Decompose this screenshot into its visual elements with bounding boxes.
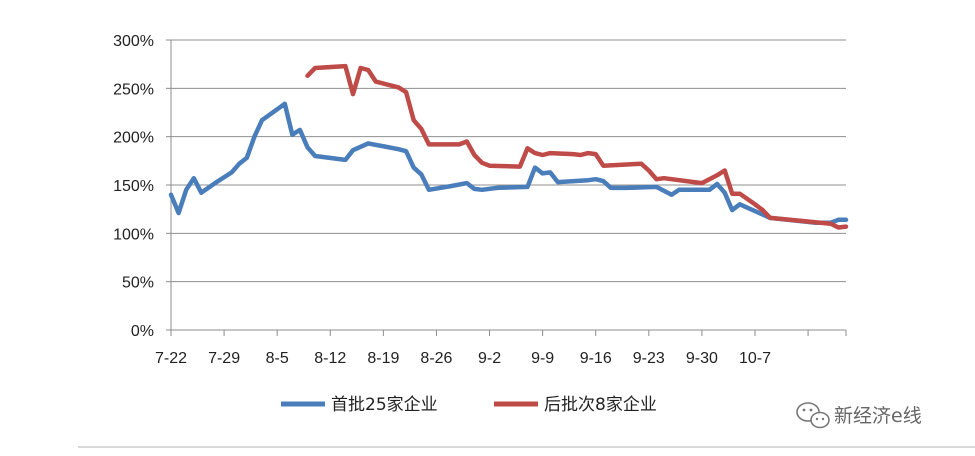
y-tick-label: 300%: [113, 33, 154, 50]
y-tick-label: 250%: [113, 81, 154, 98]
x-tick-label: 9-30: [686, 350, 718, 367]
legend-label-series-2: 后批次8家企业: [544, 395, 657, 415]
y-axis: 0% 50% 100% 150% 200% 250% 300%: [113, 33, 172, 340]
x-tick-label: 8-12: [314, 350, 346, 367]
x-tick-label: 7-22: [155, 350, 187, 367]
x-tick-label: 8-26: [420, 350, 452, 367]
grid-lines: [171, 39, 846, 331]
x-tick-label: 7-29: [208, 350, 240, 367]
bottom-divider: [78, 446, 975, 448]
series-line-1: [168, 101, 849, 225]
y-tick-label: 200%: [113, 130, 154, 147]
series-lines: [168, 63, 849, 230]
x-axis: 7-22 7-29 8-5 8-12 8-19 8-26 9-2 9-9 9-16 9-23 9-3…: [155, 330, 847, 367]
wechat-icon: [796, 402, 830, 429]
watermark-text: 新经济e线: [834, 405, 922, 427]
x-tick-label: 8-19: [367, 350, 399, 367]
x-tick-label: 10-7: [739, 350, 771, 367]
y-tick-label: 50%: [122, 275, 154, 292]
y-tick-label: 150%: [113, 178, 154, 195]
x-tick-label: 9-16: [580, 350, 612, 367]
x-tick-label: 9-23: [633, 350, 665, 367]
series-line-2: [305, 63, 849, 230]
x-tick-label: 8-5: [266, 350, 289, 367]
y-tick-label: 0%: [131, 323, 154, 340]
legend: 首批25家企业 后批次8家企业: [281, 395, 657, 415]
x-tick-label: 9-2: [478, 350, 501, 367]
watermark: 新经济e线: [796, 402, 922, 429]
y-tick-label: 100%: [113, 226, 154, 243]
legend-label-series-1: 首批25家企业: [331, 395, 438, 415]
x-tick-label: 9-9: [531, 350, 554, 367]
